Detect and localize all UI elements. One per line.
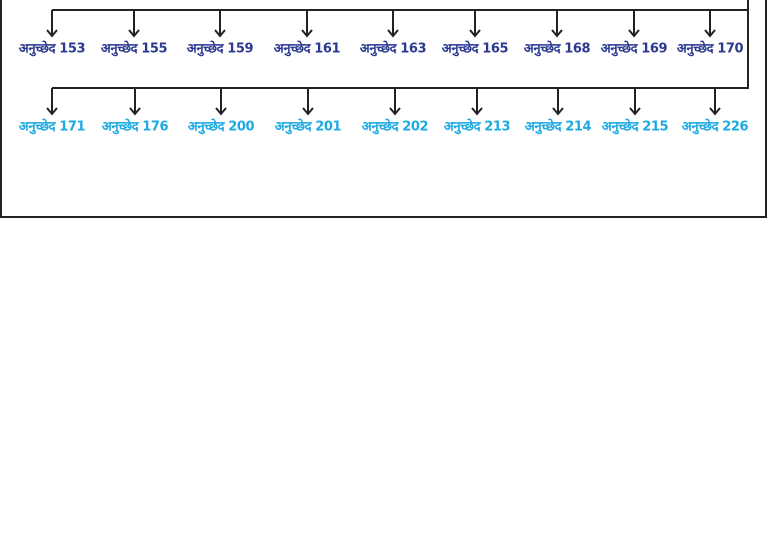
arrow <box>469 10 481 38</box>
arrow <box>46 88 58 116</box>
label: अनुच्छेद 159 <box>187 41 254 57</box>
arrow <box>46 10 58 38</box>
arrow <box>128 10 140 38</box>
label: अनुच्छेद 169 <box>601 41 668 57</box>
label: अनुच्छेद 214 <box>525 119 592 135</box>
label: अनुच्छेद 202 <box>362 119 428 135</box>
label: अनुच्छेद 165 <box>442 41 509 57</box>
arrow <box>629 88 641 116</box>
label: अनुच्छेद 200 <box>188 119 255 135</box>
label: अनुच्छेद 153 <box>19 41 86 57</box>
label: अनुच्छेद 168 <box>524 41 591 57</box>
label: अनुच्छेद 161 <box>274 41 341 57</box>
label: अनुच्छेद 201 <box>275 119 342 135</box>
arrow <box>387 10 399 38</box>
label: अनुच्छेद 213 <box>444 119 511 135</box>
arrow <box>302 88 314 116</box>
label: अनुच्छेद 170 <box>677 41 744 57</box>
arrow <box>389 88 401 116</box>
arrow <box>704 10 716 38</box>
arrow <box>215 88 227 116</box>
arrow <box>551 10 563 38</box>
label: अनुच्छेद 226 <box>682 119 749 135</box>
arrow <box>471 88 483 116</box>
label: अनुच्छेद 176 <box>102 119 169 135</box>
label: अनुच्छेद 171 <box>19 119 86 135</box>
connector <box>52 10 749 89</box>
arrow <box>301 10 313 38</box>
label: अनुच्छेद 163 <box>360 41 427 57</box>
arrow <box>552 88 564 116</box>
label: अनुच्छेद 215 <box>602 119 669 135</box>
arrow <box>129 88 141 116</box>
arrow <box>709 88 721 116</box>
arrow <box>214 10 226 38</box>
label: अनुच्छेद 155 <box>101 41 168 57</box>
frame <box>0 0 767 218</box>
connector <box>52 0 749 11</box>
arrow <box>628 10 640 38</box>
